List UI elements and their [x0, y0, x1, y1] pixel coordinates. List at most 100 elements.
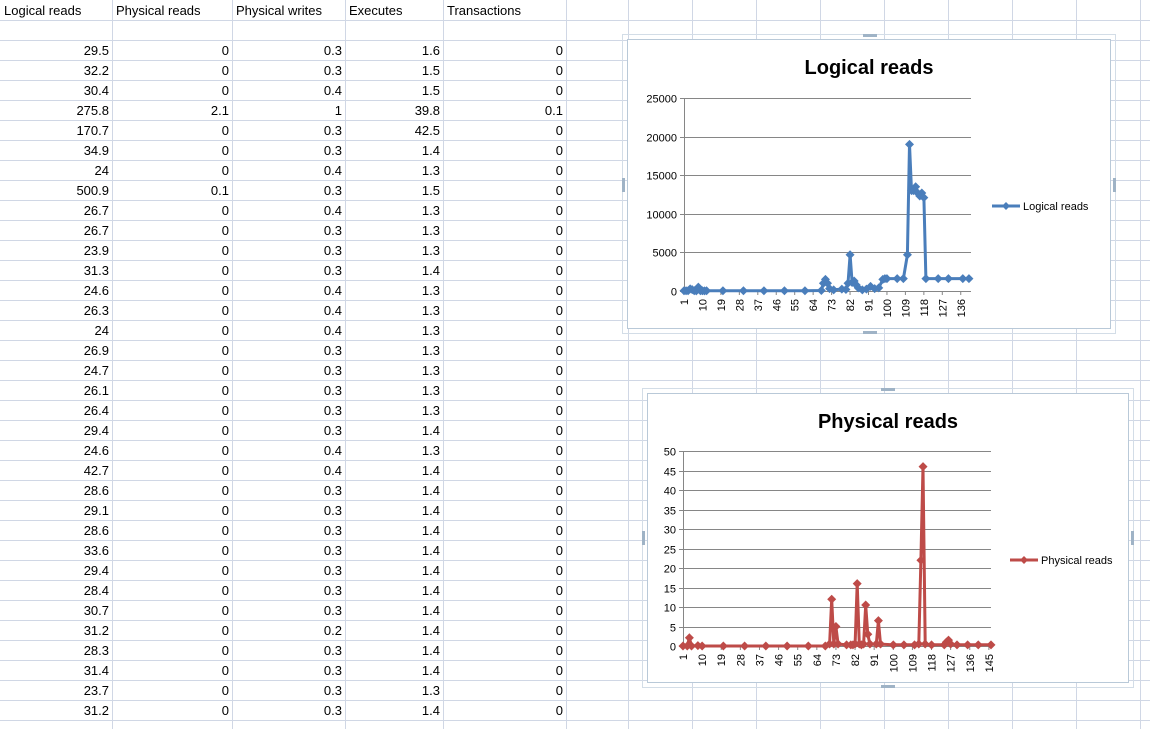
data-cell[interactable]: 1.4: [421, 423, 440, 438]
data-cell[interactable]: 0.3: [323, 703, 342, 718]
data-cell[interactable]: 0: [221, 203, 229, 218]
data-cell[interactable]: 0.3: [323, 143, 342, 158]
resize-handle[interactable]: [863, 34, 877, 37]
data-cell[interactable]: 24.6: [83, 443, 109, 458]
data-cell[interactable]: 0: [555, 363, 563, 378]
data-cell[interactable]: 26.4: [83, 403, 109, 418]
data-cell[interactable]: 0.4: [323, 283, 342, 298]
data-cell[interactable]: 0.3: [323, 383, 342, 398]
data-cell[interactable]: 26.1: [83, 383, 109, 398]
data-cell[interactable]: 1.3: [421, 403, 440, 418]
data-cell[interactable]: 0: [221, 283, 229, 298]
data-cell[interactable]: 0.3: [323, 403, 342, 418]
data-cell[interactable]: 1.4: [421, 483, 440, 498]
data-cell[interactable]: 28.6: [83, 483, 109, 498]
data-cell[interactable]: 29.5: [83, 43, 109, 58]
data-cell[interactable]: 0: [555, 223, 563, 238]
data-cell[interactable]: 0: [221, 123, 229, 138]
resize-handle[interactable]: [642, 531, 645, 545]
data-cell[interactable]: 0: [221, 83, 229, 98]
data-cell[interactable]: 0.3: [323, 663, 342, 678]
data-cell[interactable]: 1.4: [421, 643, 440, 658]
data-cell[interactable]: 0: [555, 443, 563, 458]
header-cell[interactable]: Executes: [349, 3, 403, 18]
data-cell[interactable]: 0: [555, 43, 563, 58]
data-cell[interactable]: 0.3: [323, 263, 342, 278]
data-cell[interactable]: 0: [221, 223, 229, 238]
data-cell[interactable]: 0: [221, 343, 229, 358]
data-cell[interactable]: 0.3: [323, 363, 342, 378]
data-cell[interactable]: 0.2: [323, 623, 342, 638]
data-cell[interactable]: 0: [555, 583, 563, 598]
data-cell[interactable]: 28.4: [83, 583, 109, 598]
data-cell[interactable]: 0: [221, 383, 229, 398]
data-cell[interactable]: 0: [555, 123, 563, 138]
data-cell[interactable]: 30.4: [83, 83, 109, 98]
physical-reads-chart[interactable]: Physical reads 0 5 10 15 20 25 30 35 40 45 50 1 10 19 2…: [647, 393, 1129, 683]
data-cell[interactable]: 1.4: [421, 523, 440, 538]
data-cell[interactable]: 0.4: [323, 463, 342, 478]
data-cell[interactable]: 24.7: [83, 363, 109, 378]
data-cell[interactable]: 0: [555, 163, 563, 178]
data-cell[interactable]: 0: [221, 263, 229, 278]
data-cell[interactable]: 0: [221, 363, 229, 378]
data-cell[interactable]: 0.1: [544, 103, 563, 118]
data-cell[interactable]: 23.9: [83, 243, 109, 258]
data-cell[interactable]: 0: [555, 483, 563, 498]
data-cell[interactable]: 34.9: [83, 143, 109, 158]
data-cell[interactable]: 0: [555, 403, 563, 418]
data-cell[interactable]: 0.3: [323, 43, 342, 58]
data-cell[interactable]: 0: [555, 683, 563, 698]
resize-handle[interactable]: [881, 685, 895, 688]
data-cell[interactable]: 0: [221, 43, 229, 58]
data-cell[interactable]: 24: [94, 163, 109, 178]
data-cell[interactable]: 24.6: [83, 283, 109, 298]
data-cell[interactable]: 1.4: [421, 583, 440, 598]
data-cell[interactable]: 0.3: [323, 503, 342, 518]
data-cell[interactable]: 1.4: [421, 563, 440, 578]
data-cell[interactable]: 1.4: [421, 503, 440, 518]
data-cell[interactable]: 0: [221, 703, 229, 718]
data-cell[interactable]: 1.5: [421, 83, 440, 98]
data-cell[interactable]: 30.7: [83, 603, 109, 618]
data-cell[interactable]: 31.2: [83, 703, 109, 718]
data-cell[interactable]: 0.3: [323, 563, 342, 578]
data-cell[interactable]: 1.4: [421, 463, 440, 478]
data-cell[interactable]: 500.9: [76, 183, 109, 198]
data-cell[interactable]: 0.3: [323, 243, 342, 258]
data-cell[interactable]: 0: [221, 443, 229, 458]
data-cell[interactable]: 0.1: [210, 183, 229, 198]
data-cell[interactable]: 1.5: [421, 183, 440, 198]
data-cell[interactable]: 0: [555, 603, 563, 618]
data-cell[interactable]: 0.4: [323, 303, 342, 318]
data-cell[interactable]: 0: [555, 663, 563, 678]
data-cell[interactable]: 0.3: [323, 223, 342, 238]
data-cell[interactable]: 0: [555, 263, 563, 278]
data-cell[interactable]: 1.3: [421, 303, 440, 318]
data-cell[interactable]: 0.4: [323, 83, 342, 98]
data-cell[interactable]: 0: [221, 563, 229, 578]
data-cell[interactable]: 24: [94, 323, 109, 338]
data-cell[interactable]: 0: [221, 303, 229, 318]
data-cell[interactable]: 0: [221, 583, 229, 598]
data-cell[interactable]: 0: [555, 183, 563, 198]
data-cell[interactable]: 0: [221, 463, 229, 478]
data-cell[interactable]: 0: [555, 303, 563, 318]
data-cell[interactable]: 1.3: [421, 683, 440, 698]
data-cell[interactable]: 23.7: [83, 683, 109, 698]
data-cell[interactable]: 0: [555, 143, 563, 158]
data-cell[interactable]: 0: [555, 203, 563, 218]
data-cell[interactable]: 0: [555, 63, 563, 78]
data-cell[interactable]: 42.5: [414, 123, 440, 138]
data-cell[interactable]: 0.3: [323, 543, 342, 558]
data-cell[interactable]: 31.4: [83, 663, 109, 678]
data-cell[interactable]: 1.6: [421, 43, 440, 58]
data-cell[interactable]: 0: [555, 243, 563, 258]
data-cell[interactable]: 26.3: [83, 303, 109, 318]
data-cell[interactable]: 0: [221, 483, 229, 498]
data-cell[interactable]: 0.3: [323, 123, 342, 138]
data-cell[interactable]: 0: [555, 543, 563, 558]
data-cell[interactable]: 1.3: [421, 163, 440, 178]
data-cell[interactable]: 32.2: [83, 63, 109, 78]
data-cell[interactable]: 1.4: [421, 603, 440, 618]
